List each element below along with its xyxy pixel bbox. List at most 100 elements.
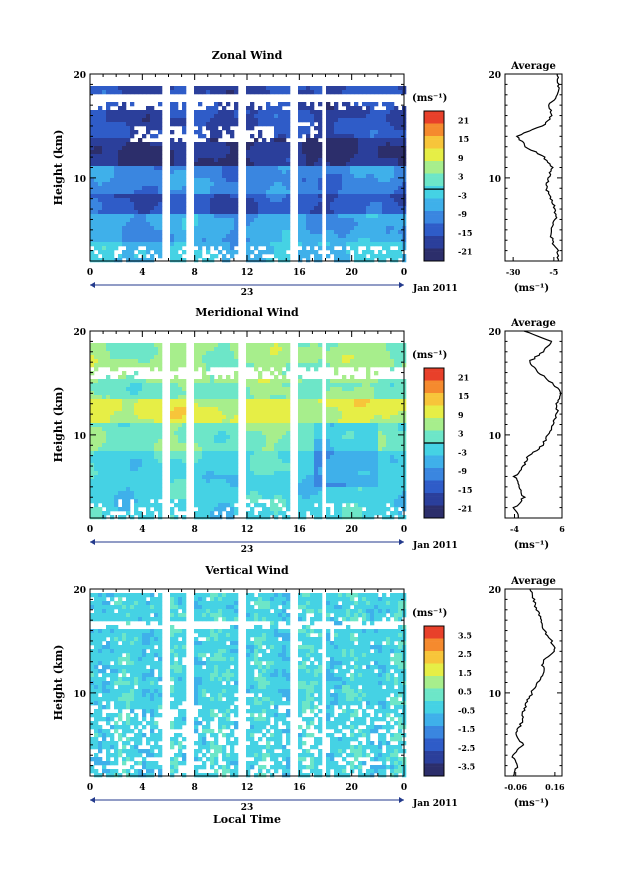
average-profile: Average 10 20 -0.06 0.16 (ms⁻¹): [488, 576, 565, 809]
date-label: Jan 2011: [412, 541, 458, 551]
chart-title: Meridional Wind: [195, 306, 299, 319]
x-tick-label: 16: [293, 525, 306, 535]
chart-panel-1: Zonal Wind 10 20 0 4 8 12 16 20 0 Height (km) 23 Jan…: [52, 49, 563, 298]
arrow-right-icon: [399, 539, 404, 545]
y-tick-label: 20: [73, 328, 86, 338]
profile-x-tick-label: -0.06: [504, 782, 527, 792]
x-tick-label: 0: [401, 268, 407, 278]
colorbar-unit: (ms⁻¹): [412, 608, 447, 619]
colorbar-tick-label: -21: [458, 504, 472, 514]
average-title: Average: [510, 61, 556, 72]
colorbar-tick-label: -9: [458, 466, 467, 476]
date-label: Jan 2011: [412, 799, 458, 809]
x-tick-label: 12: [241, 525, 254, 535]
date-label: Jan 2011: [412, 284, 458, 294]
colorbar-tick-label: 21: [458, 372, 469, 382]
x-tick-label: 0: [87, 525, 93, 535]
x-tick-label: 12: [241, 268, 254, 278]
profile-frame: [504, 588, 563, 777]
average-title: Average: [510, 318, 556, 329]
profile-y-tick-label: 10: [488, 690, 501, 700]
average-profile: Average 10 20 -30 -5(ms⁻¹): [488, 61, 563, 294]
x-tick-label: 8: [192, 783, 198, 793]
colorbar-tick-label: 15: [458, 134, 469, 144]
x-tick-label: 0: [401, 525, 407, 535]
colorbar: [423, 110, 445, 262]
colorbar-tick-label: -9: [458, 209, 467, 219]
colorbar-tick-label: -3.5: [458, 762, 475, 772]
day-label: 23: [241, 545, 254, 555]
x-tick-label: 20: [345, 525, 358, 535]
x-tick-label: 16: [293, 783, 306, 793]
x-tick-label: 20: [345, 268, 358, 278]
profile-y-tick-label: 20: [488, 586, 501, 596]
x-axis-label: Local Time: [213, 813, 281, 826]
profile-y-tick-label: 10: [488, 432, 501, 442]
profile-x-unit: (ms⁻¹): [514, 798, 549, 809]
chart-title: Zonal Wind: [212, 49, 283, 62]
heatmap-cells: [90, 86, 407, 263]
colorbar-tick-label: 9: [458, 410, 464, 420]
colorbar-tick-label: -0.5: [458, 705, 475, 715]
profile-x-unit: (ms⁻¹): [514, 283, 549, 294]
x-tick-label: 4: [139, 525, 145, 535]
colorbar-unit: (ms⁻¹): [412, 350, 447, 361]
chart-panel-2: Meridional Wind 10 20 0 4 8 12 16 20 0 Height (km)…: [52, 306, 565, 555]
heatmap-cells: [90, 593, 407, 778]
average-profile: Average 10 20 -4 6 (ms⁻¹): [488, 318, 565, 551]
colorbar-tick-label: -3: [458, 190, 467, 200]
heatmap-cells: [90, 343, 407, 520]
profile-line: [512, 330, 562, 519]
arrow-right-icon: [399, 797, 404, 803]
chart-title: Vertical Wind: [204, 564, 289, 577]
colorbar-tick-label: 3.5: [458, 630, 472, 640]
y-axis-label: Height (km): [52, 130, 65, 206]
profile-x-tick-label: 6: [559, 524, 565, 534]
y-tick-label: 10: [73, 432, 86, 442]
colorbar-tick-label: -3: [458, 447, 467, 457]
x-tick-label: 12: [241, 783, 254, 793]
colorbar-tick-label: -15: [458, 228, 472, 238]
x-tick-label: 4: [139, 268, 145, 278]
colorbar: [423, 625, 445, 777]
day-label: 23: [241, 288, 254, 298]
colorbar-tick-label: 21: [458, 115, 469, 125]
day-label: 23: [241, 803, 254, 813]
profile-y-tick-label: 20: [488, 71, 501, 81]
profile-y-tick-label: 20: [488, 328, 501, 338]
chart-panel-3: Vertical Wind 10 20 0 4 8 12 16 20 0 Height (km) 23…: [52, 564, 565, 813]
y-tick-label: 20: [73, 586, 86, 596]
profile-y-tick-label: 10: [488, 175, 501, 185]
y-axis-label: Height (km): [52, 645, 65, 721]
colorbar-unit: (ms⁻¹): [412, 93, 447, 104]
colorbar-tick-label: 9: [458, 153, 464, 163]
colorbar-tick-label: 2.5: [458, 649, 472, 659]
x-tick-label: 20: [345, 783, 358, 793]
colorbar: [423, 367, 445, 519]
x-tick-label: 0: [87, 783, 93, 793]
profile-x-tick-label: -4: [510, 524, 519, 534]
colorbar-tick-label: -21: [458, 247, 472, 257]
x-tick-label: 8: [192, 268, 198, 278]
x-tick-label: 16: [293, 268, 306, 278]
profile-x-tick-label: 0.16: [545, 782, 565, 792]
arrow-left-icon: [90, 797, 95, 803]
profile-line: [515, 73, 560, 261]
y-tick-label: 10: [73, 175, 86, 185]
colorbar-tick-label: 3: [458, 172, 464, 182]
x-tick-label: 0: [87, 268, 93, 278]
profile-x-unit: (ms⁻¹): [514, 540, 549, 551]
y-axis-label: Height (km): [52, 387, 65, 463]
colorbar-tick-label: -1.5: [458, 724, 475, 734]
x-tick-label: 0: [401, 783, 407, 793]
colorbar-tick-label: 3: [458, 429, 464, 439]
x-tick-label: 4: [139, 783, 145, 793]
profile-x-tick-label: -5: [549, 267, 558, 277]
arrow-left-icon: [90, 539, 95, 545]
colorbar-tick-label: 0.5: [458, 687, 472, 697]
colorbar-tick-label: -15: [458, 485, 472, 495]
y-tick-label: 10: [73, 690, 86, 700]
colorbar-tick-label: -2.5: [458, 743, 475, 753]
colorbar-tick-label: 15: [458, 391, 469, 401]
